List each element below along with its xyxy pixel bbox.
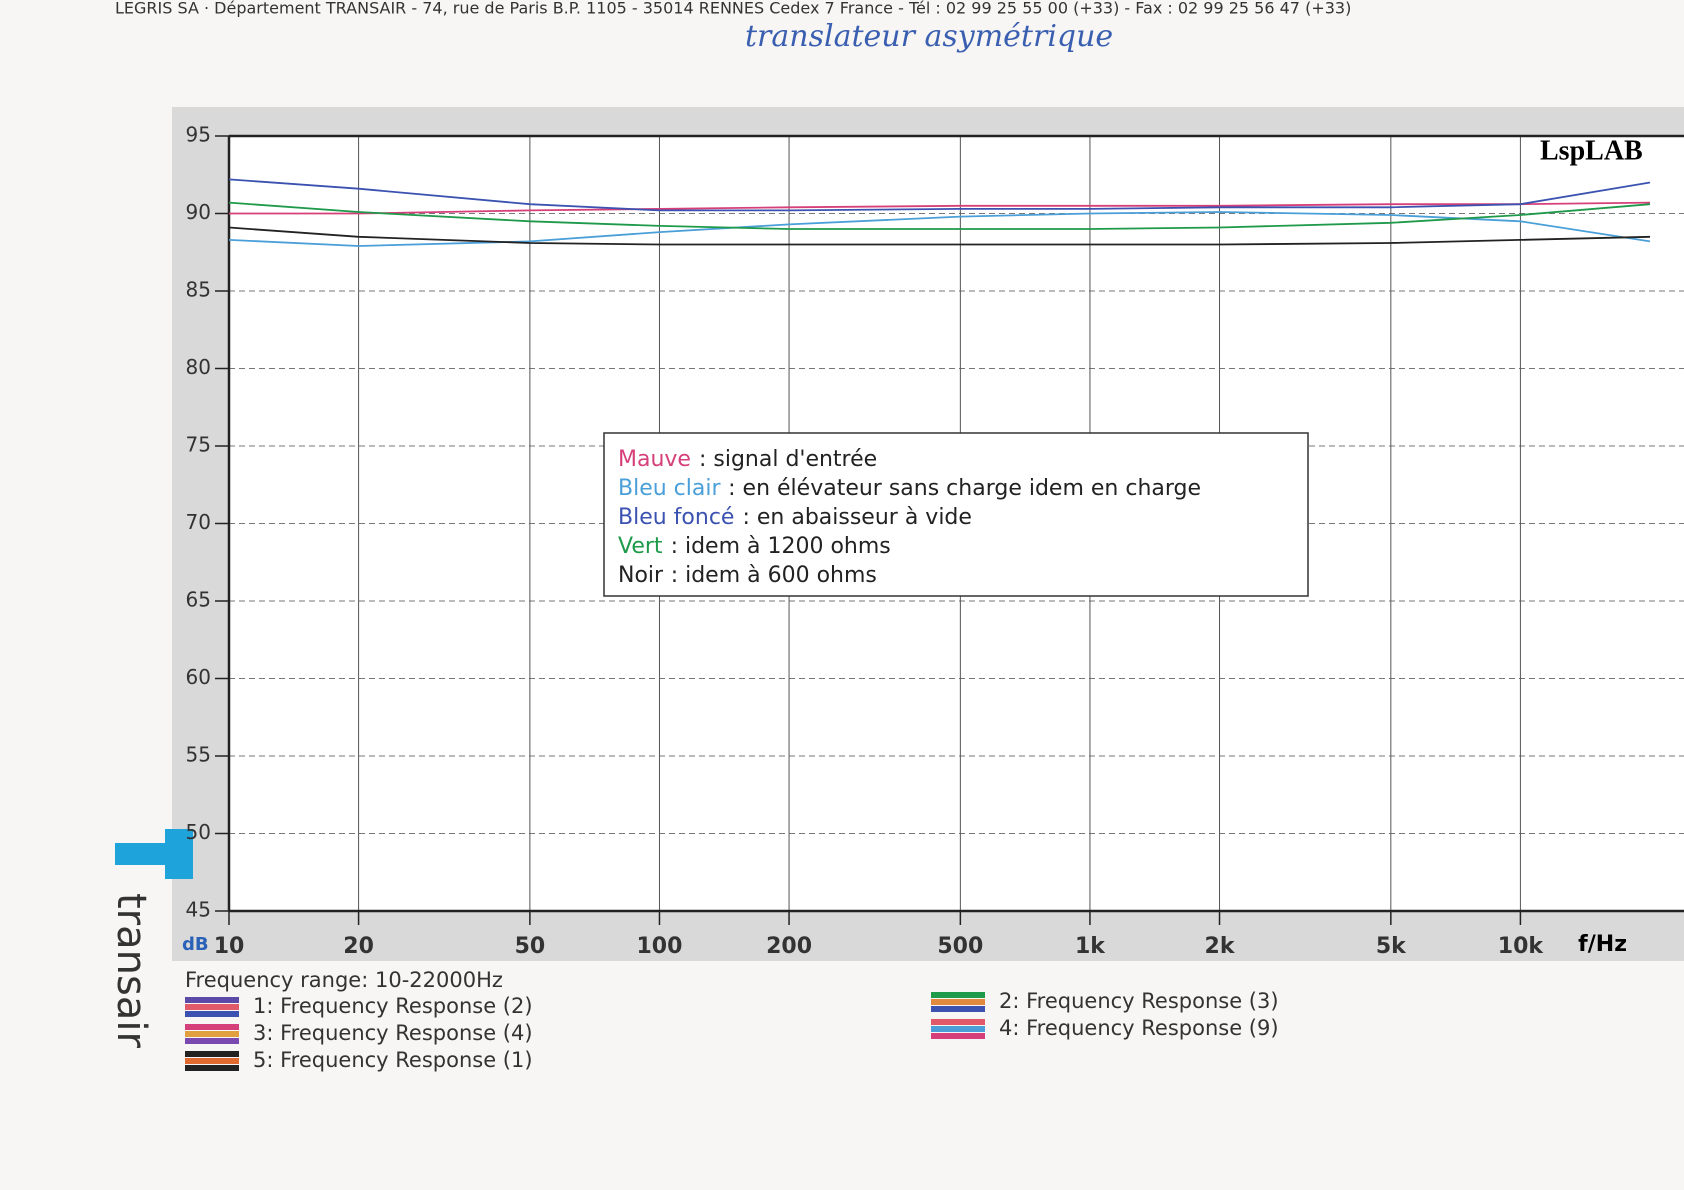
legend-description: : idem à 1200 ohms bbox=[671, 534, 891, 559]
legend-description: : en abaisseur à vide bbox=[742, 505, 971, 530]
x-tick-label: 10k bbox=[1498, 934, 1545, 959]
trace-swatch bbox=[185, 1051, 239, 1057]
trace-swatch bbox=[931, 992, 985, 998]
legend-entry: Vert : idem à 1200 ohms bbox=[618, 534, 891, 559]
series-line bbox=[229, 201, 1651, 215]
trace-swatch bbox=[931, 1006, 985, 1012]
legend-description: : en élévateur sans charge idem en charg… bbox=[728, 476, 1201, 501]
x-tick-label: 500 bbox=[937, 934, 983, 959]
trace-label: 2: Frequency Response (3) bbox=[999, 989, 1279, 1013]
trace-swatch bbox=[185, 1058, 239, 1064]
series-line bbox=[228, 226, 1651, 246]
y-tick-label: 45 bbox=[186, 898, 211, 922]
legend-box bbox=[603, 432, 1309, 597]
trace-swatch bbox=[185, 1065, 239, 1071]
y-tick-label: 85 bbox=[186, 278, 211, 302]
trace-label: 5: Frequency Response (1) bbox=[253, 1048, 533, 1072]
y-axis-label: dB bbox=[182, 934, 209, 955]
legend-name: Mauve bbox=[618, 447, 691, 472]
header: LEGRIS SA · Département TRANSAIR - 74, r… bbox=[115, 0, 1351, 18]
legend-description: : signal d'entrée bbox=[699, 447, 877, 472]
trace-swatch bbox=[185, 997, 239, 1003]
trace-swatch bbox=[931, 1033, 985, 1039]
trace-swatch bbox=[931, 1026, 985, 1032]
legend-entry: Mauve : signal d'entrée bbox=[618, 447, 877, 472]
y-tick-label: 90 bbox=[186, 200, 211, 224]
series-line bbox=[228, 211, 1651, 247]
trace-swatch bbox=[185, 1004, 239, 1010]
legend-name: Bleu clair bbox=[618, 476, 721, 501]
x-tick-label: 50 bbox=[515, 934, 546, 959]
legend-entry: Noir : idem à 600 ohms bbox=[618, 563, 877, 588]
series-line bbox=[228, 178, 1651, 212]
y-tick-label: 65 bbox=[186, 588, 211, 612]
y-tick-label: 95 bbox=[186, 123, 211, 147]
legend-entry: Bleu foncé : en abaisseur à vide bbox=[618, 505, 972, 530]
trace-swatch bbox=[185, 1024, 239, 1030]
trace-label: 4: Frequency Response (9) bbox=[999, 1016, 1279, 1040]
x-tick-label: 200 bbox=[766, 934, 812, 959]
trace-swatch bbox=[185, 1038, 239, 1044]
y-tick-label: 70 bbox=[186, 510, 211, 534]
legend-description: : idem à 600 ohms bbox=[671, 563, 877, 588]
trace-label: 1: Frequency Response (2) bbox=[253, 994, 533, 1018]
x-tick-label: 10 bbox=[214, 934, 245, 959]
x-tick-label: 100 bbox=[637, 934, 683, 959]
legend-entry: Bleu clair : en élévateur sans charge ide… bbox=[618, 476, 1201, 501]
x-tick-label: 5k bbox=[1376, 934, 1407, 959]
brand: transair bbox=[108, 893, 154, 1048]
series-line bbox=[228, 201, 1651, 230]
x-axis-label: f/Hz bbox=[1578, 932, 1627, 957]
trace-swatch bbox=[185, 1011, 239, 1017]
handwritten-note: translateur asymétrique bbox=[745, 19, 1113, 54]
y-tick-label: 55 bbox=[186, 743, 211, 767]
legend-name: Noir bbox=[618, 563, 664, 588]
trace-label: 3: Frequency Response (4) bbox=[253, 1021, 533, 1045]
logo-mark bbox=[165, 829, 193, 879]
trace-swatch bbox=[931, 999, 985, 1005]
x-tick-label: 1k bbox=[1075, 934, 1106, 959]
legend-name: Bleu foncé bbox=[618, 505, 734, 530]
trace-swatch bbox=[185, 1031, 239, 1037]
trace-swatch bbox=[931, 1019, 985, 1025]
legend-name: Vert bbox=[618, 534, 663, 559]
y-tick-label: 60 bbox=[186, 665, 211, 689]
y-tick-label: 80 bbox=[186, 355, 211, 379]
x-tick-label: 2k bbox=[1205, 934, 1236, 959]
frequency-range: Frequency range: 10-22000Hz bbox=[185, 968, 503, 992]
x-tick-label: 20 bbox=[343, 934, 374, 959]
chart-title: LspLAB bbox=[1540, 135, 1643, 166]
y-tick-label: 75 bbox=[186, 433, 211, 457]
y-tick-label: 50 bbox=[186, 820, 211, 844]
